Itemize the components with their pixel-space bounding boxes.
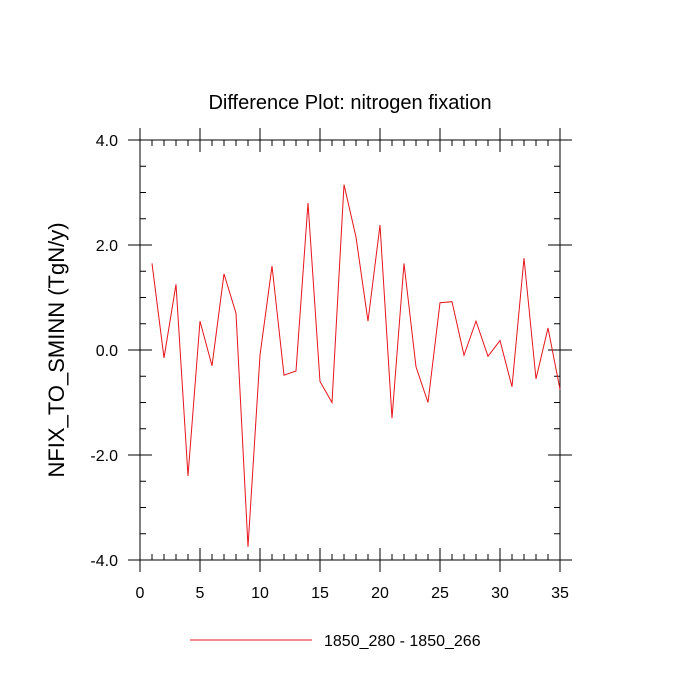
y-axis-label: NFIX_TO_SMINN (TgN/y) xyxy=(44,222,69,477)
x-tick-label: 15 xyxy=(311,585,329,602)
series-layer xyxy=(151,184,561,547)
y-tick-label: -4.0 xyxy=(90,553,118,570)
series-line xyxy=(151,184,561,547)
chart-title: Difference Plot: nitrogen fixation xyxy=(208,92,491,114)
plot-frame xyxy=(139,139,561,561)
tick-labels-layer: 0 5 10 15 20 25 30 35 -4.0 -2.0 0.0 2.0 4.0 xyxy=(90,133,569,602)
y-tick-label: -2.0 xyxy=(90,448,118,465)
x-tick-label: 30 xyxy=(491,585,509,602)
y-tick-label: 2.0 xyxy=(96,238,118,255)
y-tick-label: 4.0 xyxy=(96,133,118,150)
ticks-layer xyxy=(128,128,572,572)
legend-label: 1850_280 - 1850_266 xyxy=(324,633,481,650)
x-tick-label: 20 xyxy=(371,585,389,602)
legend: 1850_280 - 1850_266 xyxy=(190,633,481,650)
x-tick-label: 25 xyxy=(431,585,449,602)
x-tick-label: 10 xyxy=(251,585,269,602)
x-tick-label: 0 xyxy=(136,585,145,602)
x-tick-label: 5 xyxy=(196,585,205,602)
y-tick-label: 0.0 xyxy=(96,343,118,360)
x-tick-label: 35 xyxy=(551,585,569,602)
